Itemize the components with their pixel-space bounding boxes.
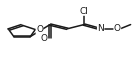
Text: O: O [114, 24, 121, 33]
Text: N: N [97, 24, 104, 33]
Text: Cl: Cl [80, 7, 88, 15]
Text: O: O [36, 25, 43, 34]
Text: O: O [40, 34, 47, 43]
